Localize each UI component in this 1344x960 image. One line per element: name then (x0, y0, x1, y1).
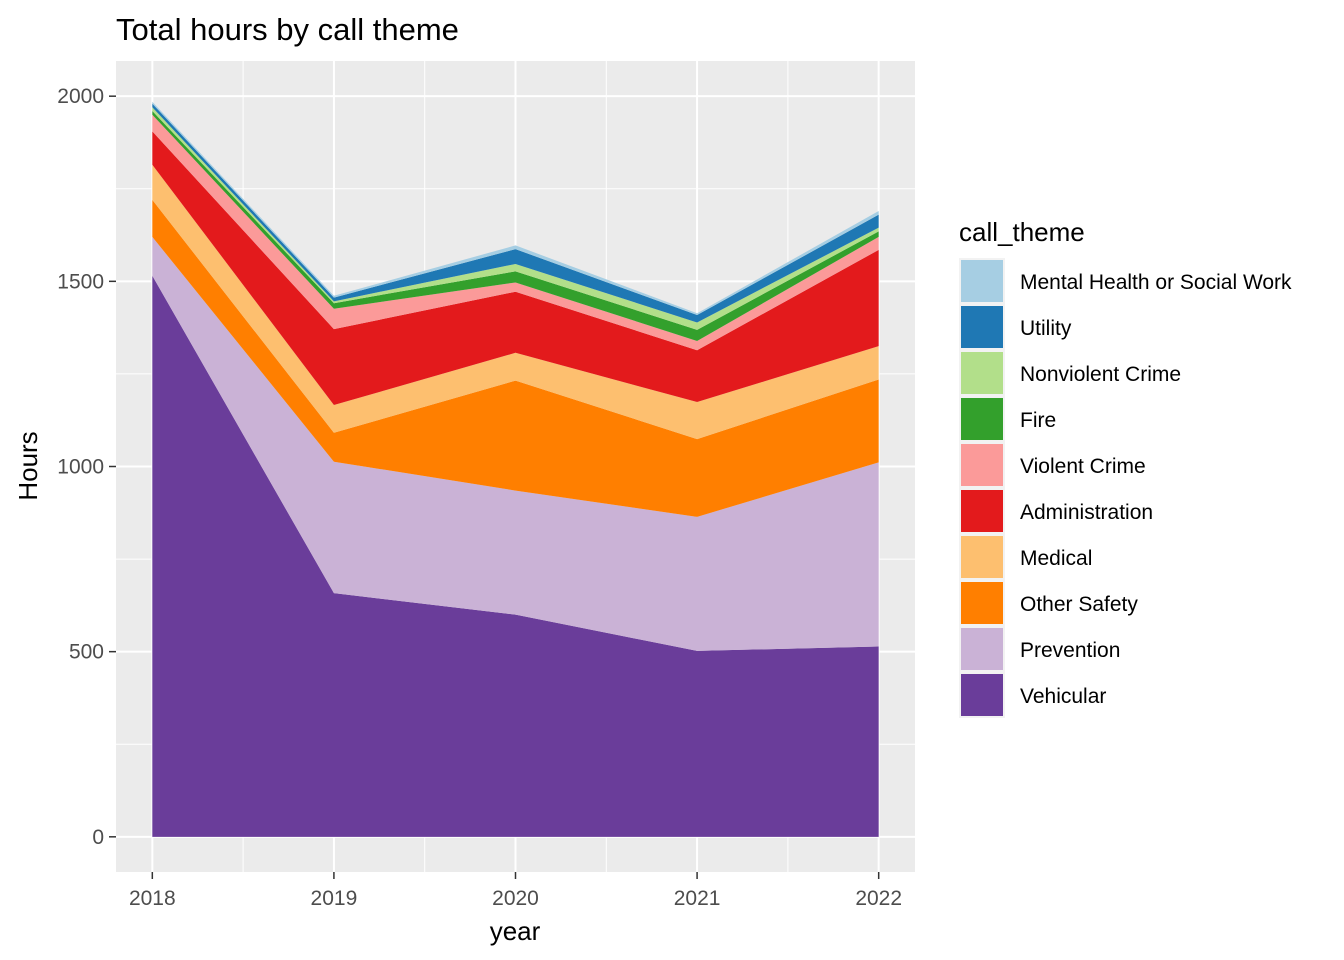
y-tick-label: 2000 (57, 85, 104, 108)
area-vehicular (152, 275, 879, 837)
legend-label-violent-crime: Violent Crime (1020, 455, 1146, 478)
legend-label-prevention: Prevention (1020, 639, 1120, 662)
legend-swatch-prevention (961, 628, 1003, 670)
y-axis-title: Hours (13, 431, 43, 500)
x-axis-title: year (490, 916, 541, 946)
y-tick-label: 0 (92, 826, 104, 849)
area-other-safety (152, 199, 879, 517)
legend-label-administration: Administration (1020, 501, 1153, 524)
legend-swatch-nonviolent-crime (961, 352, 1003, 394)
y-tick-label: 1500 (57, 270, 104, 293)
legend-swatch-other-safety (961, 582, 1003, 624)
legend-label-fire: Fire (1020, 409, 1056, 432)
y-tick-label: 1000 (57, 456, 104, 479)
area-prevention (152, 236, 879, 651)
legend-title: call_theme (959, 217, 1085, 247)
x-tick-label: 2020 (492, 887, 539, 910)
x-tick-label: 2021 (674, 887, 721, 910)
y-tick-label: 500 (69, 641, 104, 664)
axes: 0 500 1000 1500 2000 2018 2019 2020 2021 2022 (57, 85, 902, 910)
x-tick-label: 2018 (129, 887, 176, 910)
legend-swatch-mental-health-or-social-work (961, 260, 1003, 302)
legend: Mental Health or Social Work Utility Nonvi… (959, 258, 1292, 718)
legend-swatch-vehicular (961, 674, 1003, 716)
legend-swatch-administration (961, 490, 1003, 532)
area-layers (152, 101, 879, 837)
legend-swatch-utility (961, 306, 1003, 348)
legend-swatch-violent-crime (961, 444, 1003, 486)
legend-swatch-medical (961, 536, 1003, 578)
x-tick-label: 2022 (855, 887, 902, 910)
legend-label-medical: Medical (1020, 547, 1092, 570)
legend-label-other-safety: Other Safety (1020, 593, 1138, 616)
legend-label-vehicular: Vehicular (1020, 685, 1106, 708)
legend-swatch-fire (961, 398, 1003, 440)
legend-label-utility: Utility (1020, 317, 1072, 340)
legend-label-mental-health-or-social-work: Mental Health or Social Work (1020, 271, 1292, 294)
area-administration (152, 131, 879, 406)
legend-label-nonviolent-crime: Nonviolent Crime (1020, 363, 1181, 386)
chart-title: Total hours by call theme (116, 12, 459, 47)
x-tick-label: 2019 (311, 887, 358, 910)
